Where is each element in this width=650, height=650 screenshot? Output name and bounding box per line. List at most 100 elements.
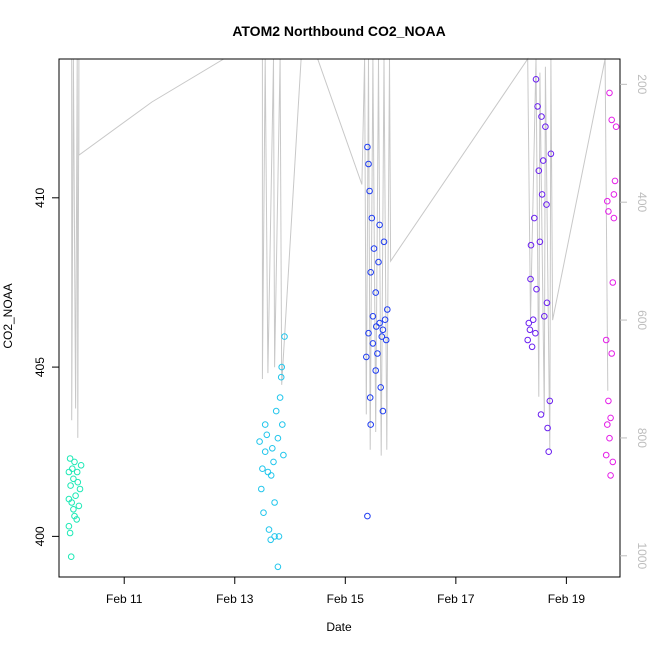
data-point: [74, 478, 82, 486]
data-point: [381, 316, 389, 324]
data-point: [76, 485, 84, 493]
data-point: [271, 533, 278, 540]
data-points-layer: [65, 76, 620, 571]
data-point: [364, 143, 371, 151]
data-point: [531, 214, 538, 222]
data-point: [539, 157, 547, 164]
y-tick-label: 410: [33, 187, 47, 207]
data-point: [535, 167, 543, 174]
data-point: [66, 529, 74, 537]
data-point: [256, 438, 263, 445]
plot-frame: [58, 58, 621, 578]
data-point: [67, 553, 75, 561]
data-point: [274, 434, 282, 442]
data-point: [375, 258, 382, 266]
data-point: [525, 319, 533, 327]
data-point: [541, 313, 548, 320]
data-point: [536, 238, 544, 246]
data-point: [267, 536, 275, 544]
data-point: [280, 451, 287, 459]
data-point: [278, 363, 286, 371]
data-point: [608, 116, 616, 124]
data-point: [265, 526, 273, 533]
data-point: [263, 431, 271, 439]
data-point: [526, 326, 534, 334]
data-point: [538, 113, 545, 120]
data-point: [72, 492, 79, 500]
data-point: [532, 329, 539, 337]
data-point: [68, 499, 75, 506]
data-point: [534, 103, 541, 110]
data-point: [275, 533, 283, 540]
data-point: [604, 197, 611, 205]
data-point: [66, 455, 74, 462]
data-point: [610, 214, 618, 222]
data-point: [611, 177, 619, 185]
data-point: [272, 407, 280, 415]
data-point: [365, 329, 372, 337]
data-point: [544, 424, 551, 432]
data-point: [366, 187, 373, 195]
data-point: [602, 451, 610, 459]
data-point: [543, 299, 551, 307]
data-point: [67, 482, 74, 489]
data-point: [372, 367, 380, 374]
data-point: [261, 421, 269, 428]
data-point: [543, 201, 550, 208]
data-point: [527, 275, 534, 283]
data-point: [376, 221, 383, 229]
data-point: [372, 289, 380, 296]
data-point: [369, 313, 377, 320]
data-point: [528, 343, 536, 351]
right-tick-label: 200: [635, 74, 649, 94]
chart-title: ATOM2 Northbound CO2_NOAA: [232, 23, 445, 39]
y-axis-label: CO2_NOAA: [1, 283, 15, 348]
y-tick-label: 400: [33, 526, 47, 546]
data-point: [376, 319, 383, 327]
data-point: [607, 414, 614, 422]
data-point: [70, 506, 77, 513]
series-0: [65, 455, 85, 561]
data-point: [380, 238, 388, 246]
data-point: [379, 326, 387, 334]
data-point: [605, 397, 612, 405]
data-point: [610, 191, 618, 198]
data-point: [379, 407, 387, 415]
data-point: [259, 465, 266, 473]
data-point: [602, 336, 610, 344]
data-point: [373, 323, 380, 330]
pressure-trace-line: [71, 57, 609, 456]
series-3: [524, 76, 555, 456]
data-point: [281, 333, 288, 340]
data-point: [71, 458, 78, 466]
data-point: [606, 89, 613, 97]
x-tick-label: Feb 19: [548, 592, 586, 606]
right-tick-label: 400: [635, 192, 649, 212]
data-point: [279, 421, 286, 428]
x-tick-label: Feb 15: [327, 592, 365, 606]
data-point: [524, 336, 532, 344]
data-point: [365, 160, 372, 168]
data-point: [364, 512, 371, 520]
data-point: [264, 468, 272, 476]
data-point: [260, 509, 267, 517]
data-point: [258, 485, 265, 493]
x-axis-label: Date: [326, 620, 352, 634]
data-point: [377, 384, 385, 391]
data-point: [271, 499, 278, 506]
data-point: [546, 397, 554, 405]
y-tick-label: 405: [33, 357, 47, 377]
axes-layer: Feb 11 Feb 13 Feb 15 Feb 17 Feb 19 400 405 410 2…: [33, 74, 649, 606]
data-point: [612, 123, 620, 130]
data-point: [529, 316, 537, 324]
data-point: [75, 502, 83, 510]
data-point: [65, 522, 73, 530]
series-4: [602, 89, 620, 479]
right-tick-label: 800: [635, 428, 649, 448]
data-point: [538, 191, 546, 198]
data-point: [609, 279, 617, 286]
data-point: [532, 76, 540, 83]
data-point: [270, 458, 277, 466]
data-point: [73, 468, 81, 476]
data-point: [608, 350, 616, 357]
